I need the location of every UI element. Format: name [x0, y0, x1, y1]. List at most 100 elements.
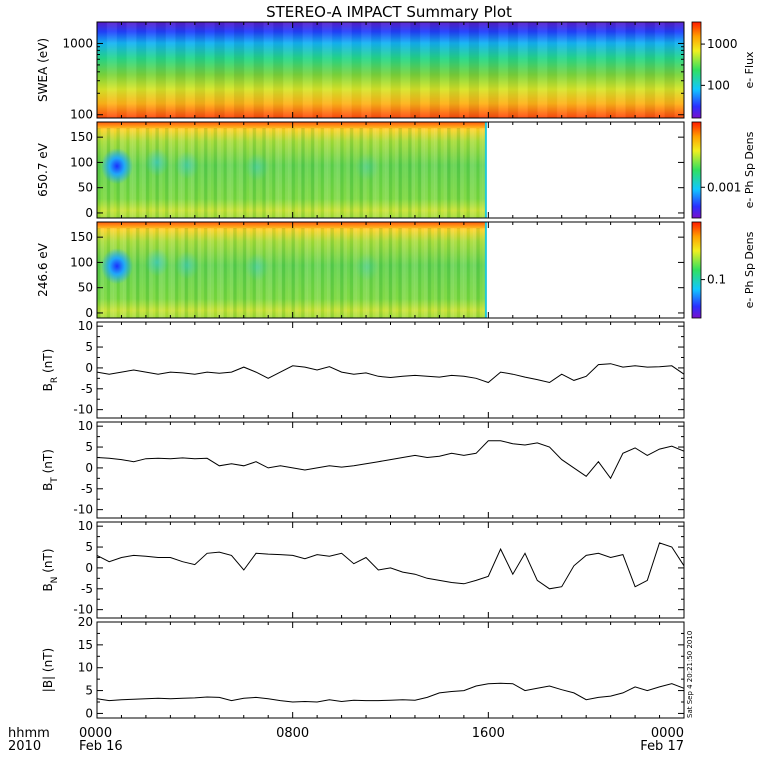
spectrogram-texture	[284, 228, 289, 318]
spectrogram-texture	[317, 128, 322, 218]
spectrogram-texture	[414, 128, 419, 218]
spectrogram-texture	[340, 128, 344, 218]
spectrogram-texture	[456, 128, 461, 218]
spectrogram-texture	[165, 128, 169, 218]
spectrogram-texture	[411, 228, 415, 318]
spectrogram-texture	[453, 228, 458, 318]
spectrogram-texture	[401, 128, 406, 218]
spectrogram-texture	[145, 128, 150, 218]
y-axis-label-main: B	[41, 383, 55, 391]
spectrogram-texture	[136, 22, 147, 118]
y-axis-label: SWEA (eV)	[36, 38, 50, 102]
spectrogram-texture	[353, 228, 357, 318]
spectrogram-texture	[243, 22, 255, 118]
spectrogram-texture	[214, 22, 225, 118]
spectrogram-texture	[216, 228, 221, 318]
spectrogram-texture	[353, 128, 357, 218]
spectrogram-texture	[482, 128, 487, 218]
y-axis-label-sub: N	[50, 577, 60, 584]
spectrogram-texture	[327, 228, 331, 318]
spectrogram-texture	[346, 228, 351, 318]
spectrogram-texture	[401, 228, 406, 318]
spectrogram-texture	[239, 128, 244, 218]
spectrogram-texture	[135, 128, 140, 218]
spectrogram-texture	[450, 128, 454, 218]
spectrogram-texture	[275, 228, 279, 318]
spectrogram-texture	[268, 228, 273, 318]
spectrogram-texture	[434, 128, 438, 218]
y-axis-label: 650.7 eV	[36, 142, 50, 197]
spectrogram-texture	[242, 228, 247, 318]
spectrogram-texture	[307, 228, 312, 318]
spectrogram-texture	[275, 128, 279, 218]
spectrogram-texture	[472, 128, 477, 218]
colorbar-label: e- Ph Sp Dens	[743, 131, 756, 208]
spectrogram-texture	[479, 128, 484, 218]
spectrogram-texture	[200, 228, 205, 318]
spectrogram-texture	[333, 128, 338, 218]
spectrogram-texture	[468, 22, 480, 118]
spectrogram-texture	[135, 228, 140, 318]
spectrogram-texture	[349, 128, 354, 218]
spectrogram-texture	[142, 228, 147, 318]
y-tick-label: -10	[73, 403, 93, 417]
spectrogram-texture	[498, 22, 509, 118]
y-axis-label-main: B	[41, 583, 55, 591]
panel-B: 0 5 10 15 20 |B| (nT)	[41, 615, 685, 720]
spectrogram-texture	[391, 228, 396, 318]
spectrogram-texture	[429, 22, 440, 118]
y-tick-label: 10	[78, 319, 93, 333]
y-tick-label: 50	[78, 281, 93, 295]
y-tick-label: -5	[81, 382, 93, 396]
x-corner-label-hhmm: hhmm	[8, 726, 50, 741]
spectrogram-texture	[388, 128, 393, 218]
spectrogram-texture	[233, 228, 237, 318]
spectrogram-texture	[97, 228, 101, 318]
spectrogram-texture	[440, 128, 445, 218]
spectrogram-texture	[370, 22, 382, 118]
spectrogram-texture	[317, 228, 322, 318]
spectrogram-texture	[220, 128, 224, 218]
spectrogram-texture	[427, 228, 432, 318]
spectrogram-texture	[292, 22, 303, 118]
spectrogram-fill	[97, 22, 684, 118]
spectrogram-texture	[268, 128, 273, 218]
y-tick-label: 0	[85, 206, 93, 220]
spectrogram-texture	[126, 22, 137, 118]
spectrogram-texture	[224, 22, 234, 118]
spectrogram-texture	[288, 228, 292, 318]
spectrogram-texture	[398, 228, 403, 318]
spectrogram-texture	[443, 228, 448, 318]
y-tick-label: 100	[70, 108, 93, 122]
x-tick-label: 0000	[651, 726, 684, 741]
spectrogram-texture	[320, 128, 325, 218]
spectrogram-texture	[97, 128, 101, 218]
spectrogram-texture	[330, 228, 334, 318]
spectrogram-texture	[301, 128, 305, 218]
y-tick-label: 5	[85, 684, 93, 698]
y-tick-label: 5	[85, 440, 93, 454]
spectrogram-blob	[101, 148, 133, 185]
spectrogram-texture	[273, 22, 284, 118]
spectrogram-texture	[233, 128, 237, 218]
spectrogram-texture	[336, 128, 341, 218]
spectrogram-texture	[207, 228, 211, 318]
spectrogram-texture	[171, 128, 176, 218]
y-tick-label: 20	[78, 615, 93, 629]
y-axis-label-unit: (nT)	[41, 548, 55, 576]
y-tick-label: 15	[78, 638, 93, 652]
spectrogram-blob	[245, 253, 269, 282]
spectrogram-texture	[304, 128, 309, 218]
spectrogram-texture	[421, 228, 425, 318]
spectrogram-texture	[476, 128, 480, 218]
y-axis-label-sub: T	[50, 477, 60, 484]
spectrogram-texture	[100, 128, 104, 218]
spectrogram-texture	[229, 128, 234, 218]
spectrogram-texture	[430, 128, 435, 218]
spectrogram-texture	[674, 22, 684, 118]
spectrogram-texture	[203, 228, 208, 318]
spectrogram-texture	[155, 22, 166, 118]
y-axis-label: |B| (nT)	[41, 648, 55, 692]
